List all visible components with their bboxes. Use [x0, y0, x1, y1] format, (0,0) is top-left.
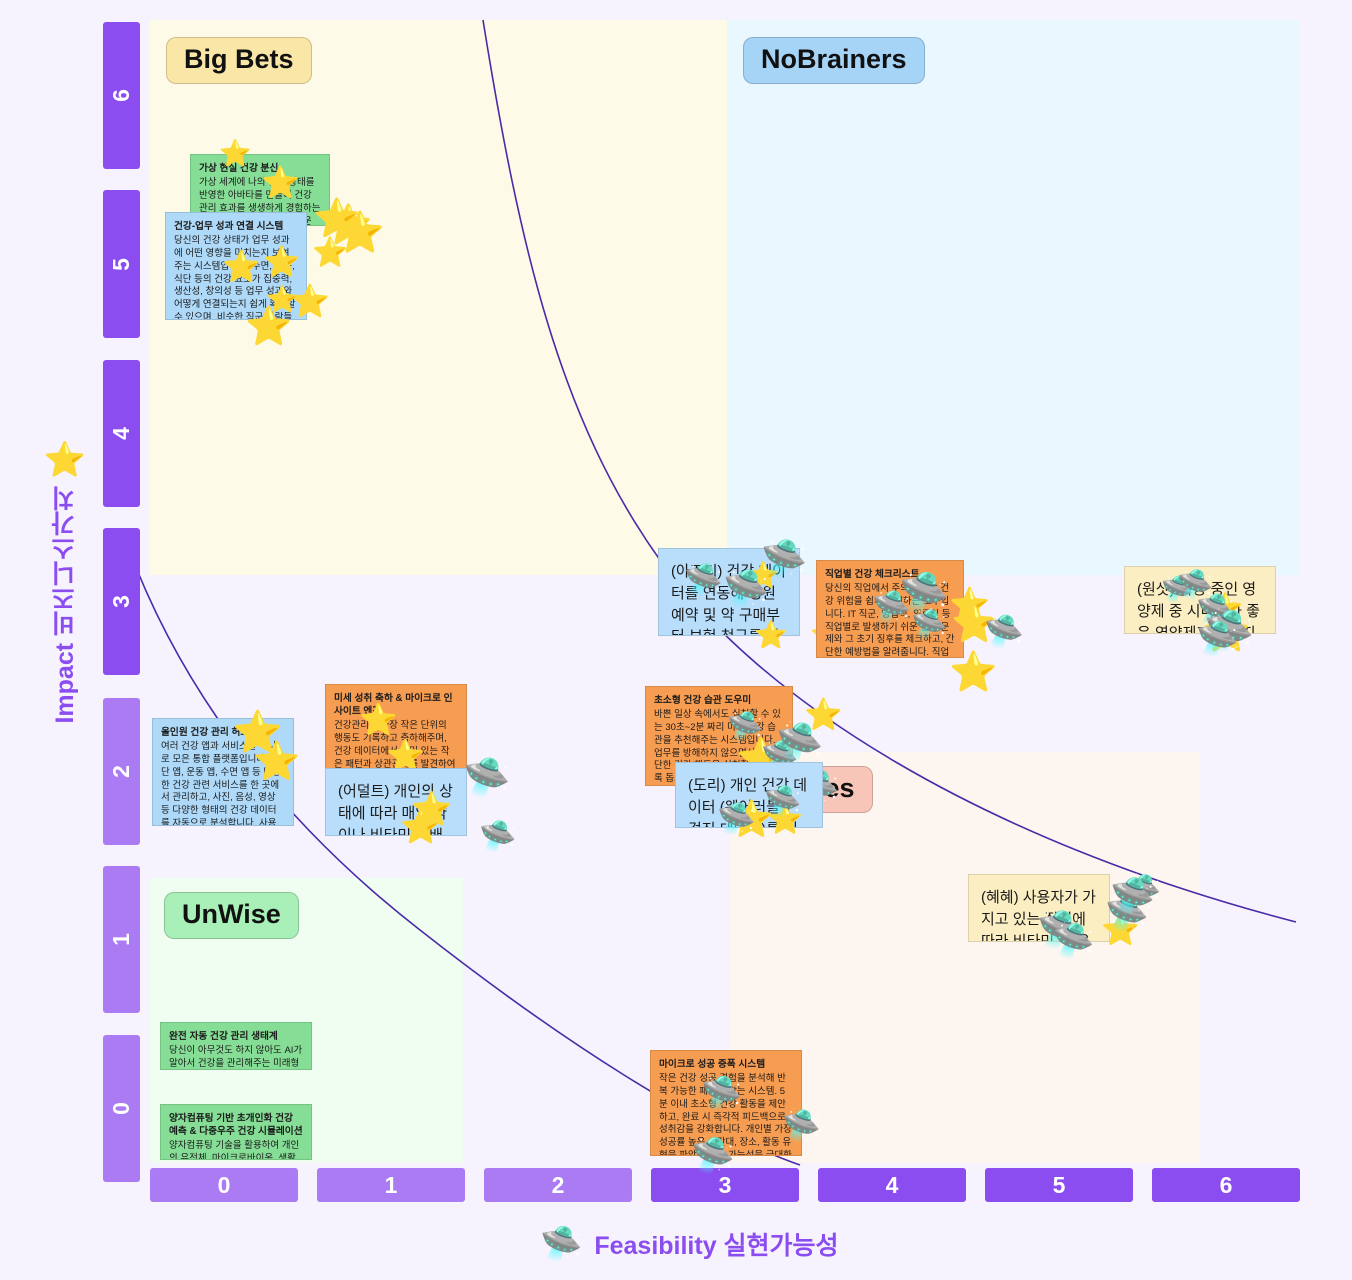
sticky-note[interactable]: (혜혜) 사용자가 가지고 있는 질병에 따라 비타민 및 운동 추천남도혜 [968, 874, 1110, 942]
y-tick-3: 3 [103, 528, 140, 675]
sticky-note[interactable]: 양자컴퓨팅 기반 초개인화 건강 예측 & 다중우주 건강 시뮬레이션 양자컴퓨팅… [160, 1104, 312, 1160]
sticky-note-body: (혜혜) 사용자가 가지고 있는 질병에 따라 비타민 및 운동 추천 [981, 889, 1096, 942]
quadrant-nobrainers-region [727, 20, 1300, 575]
x-axis-title: 🛸 Feasibility 실현가능성 [540, 1224, 839, 1264]
sticky-note-body: (원샷) 복용 중인 영양제 중 시너지가 좋은 영양제가 있는지, 식사시간 … [1137, 581, 1260, 634]
x-axis-title-text: Feasibility 실현가능성 [594, 1232, 839, 1260]
sticky-note-body: 당신의 건강 상태가 업무 성과에 어떤 영향을 미치는지 보여주는 시스템입니… [174, 235, 296, 320]
sticky-note-title: 양자컴퓨팅 기반 초개인화 건강 예측 & 다중우주 건강 시뮬레이션 [169, 1113, 303, 1138]
quadrant-label-nobrainers[interactable]: NoBrainers [743, 37, 925, 84]
sticky-note-body: 양자컴퓨팅 기술을 활용하여 개인의 유전체, 마이크로바이옴, 생활습관, 환… [169, 1140, 300, 1160]
x-tick-6: 6 [1152, 1168, 1300, 1202]
sticky-note-title: 초소형 건강 습관 도우미 [654, 695, 752, 706]
sticky-note-body: 건강관리의 가장 작은 단위의 행동도 기록하고 축하해주며, 건강 데이터에서… [334, 720, 456, 770]
x-tick-5: 5 [985, 1168, 1133, 1202]
sticky-note[interactable]: 미세 성취 축하 & 마이크로 인사이트 엔진 건강관리의 가장 작은 단위의 행… [325, 684, 467, 770]
sticky-note-body: (아조씨) 건강 데이터를 연동해 병원 예약 및 약 구매부터 보험 청구를 … [671, 563, 786, 635]
sticky-note-title: 건강-업무 성과 연결 시스템 [174, 221, 284, 232]
sticky-note-title: 올인원 건강 관리 허브 [161, 727, 250, 738]
sticky-note-title: 미세 성취 축하 & 마이크로 인사이트 엔진 [334, 693, 453, 718]
star-icon: ⭐ [43, 441, 87, 479]
sticky-note-title: 직업별 건강 체크리스트 [825, 569, 920, 580]
sticky-note[interactable]: (원샷) 복용 중인 영양제 중 시너지가 좋은 영양제가 있는지, 식사시간 … [1124, 566, 1276, 634]
x-tick-2: 2 [484, 1168, 632, 1202]
sticky-note-title: 가상 현실 건강 분신 [199, 163, 279, 174]
y-tick-6: 6 [103, 22, 140, 169]
y-tick-5: 5 [103, 190, 140, 338]
sticky-note[interactable]: (도리) 개인 건강 데이터 (웨어러블 + 검진 데이터)를 기반으로 건강나… [675, 762, 823, 828]
sticky-note-body: (도리) 개인 건강 데이터 (웨어러블 + 검진 데이터)를 기반으로 건강나… [688, 777, 808, 827]
sticky-note-body: (어덜트) 개인의 상태에 따라 매일 약이나 비타민을 배달해주는 서비스 [338, 783, 453, 836]
sticky-note-title: 마이크로 성공 증폭 시스템 [659, 1059, 766, 1070]
y-axis-title-text: Impact 비즈니스가치 [51, 486, 79, 724]
quadrant-label-big-bets[interactable]: Big Bets [166, 37, 312, 84]
x-tick-4: 4 [818, 1168, 966, 1202]
x-tick-1: 1 [317, 1168, 465, 1202]
sticky-note-title: 완전 자동 건강 관리 생태계 [169, 1031, 278, 1042]
sticky-note-body: 작은 건강 성공 경험을 분석해 반복 가능한 패턴을 찾는 시스템. 5분 이… [659, 1073, 792, 1156]
x-tick-0: 0 [150, 1168, 298, 1202]
y-tick-1: 1 [103, 866, 140, 1013]
sticky-note-body: 여러 건강 앱과 서비스를 하나로 모은 통합 플랫폼입니다. 식단 앱, 운동… [161, 741, 281, 826]
y-tick-0: 0 [103, 1035, 140, 1182]
quadrant-label-unwise[interactable]: UnWise [164, 892, 299, 939]
y-axis-title: ⭐ Impact 비즈니스가치 [30, 440, 100, 770]
y-tick-4: 4 [103, 360, 140, 507]
sticky-note-body: 당신의 직업에서 주의해야 할 건강 위험을 쉽게 확인하는 도구입니다. IT… [825, 583, 955, 658]
y-tick-2: 2 [103, 698, 140, 845]
ufo-icon: 🛸 [540, 1225, 583, 1263]
sticky-note[interactable]: (아조씨) 건강 데이터를 연동해 병원 예약 및 약 구매부터 보험 청구를 … [658, 548, 800, 636]
x-tick-3: 3 [651, 1168, 799, 1202]
sticky-note[interactable]: (어덜트) 개인의 상태에 따라 매일 약이나 비타민을 배달해주는 서비스a.… [325, 768, 467, 836]
sticky-note-body: 당신이 아무것도 하지 않아도 AI가 알아서 건강을 관리해주는 미래형 시스… [169, 1045, 303, 1069]
